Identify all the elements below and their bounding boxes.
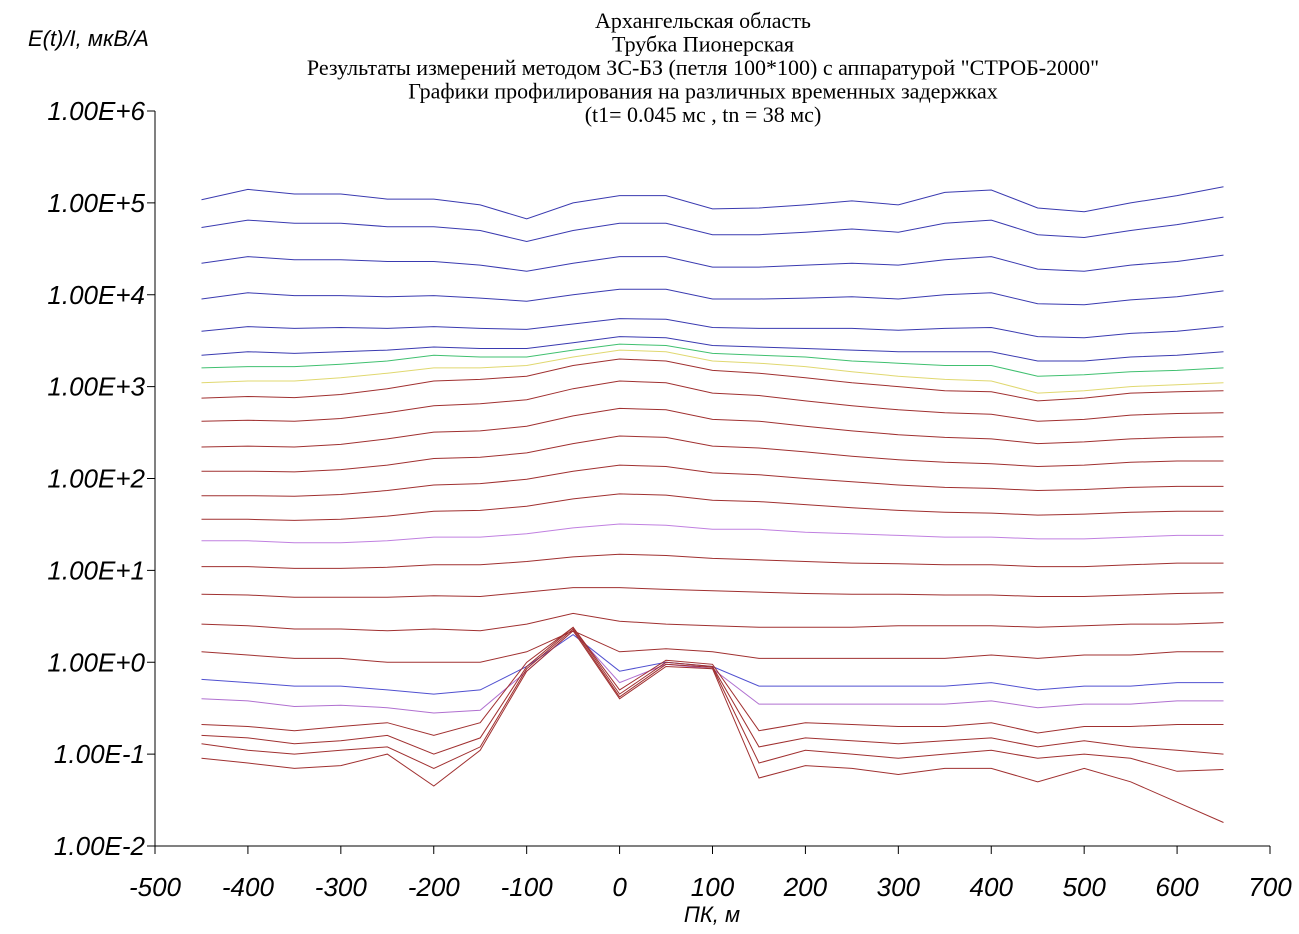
x-tick-label: -500 (129, 872, 182, 902)
series-line (201, 186, 1224, 220)
x-tick-label: -300 (315, 872, 368, 902)
y-tick-label: 1.00E+3 (47, 372, 145, 402)
x-tick-label: 0 (612, 872, 627, 902)
x-tick-label: 500 (1062, 872, 1106, 902)
series-line (201, 630, 1224, 663)
series-line (201, 464, 1224, 497)
x-axis-label: ПК, м (684, 902, 740, 927)
series-line (201, 523, 1224, 544)
y-tick-label: 1.00E+1 (47, 555, 145, 585)
series-line (201, 288, 1224, 306)
y-tick-label: 1.00E+4 (47, 280, 145, 310)
x-tick-label: 200 (783, 872, 828, 902)
series-line (201, 343, 1224, 377)
chart-title: (t1= 0.045 мс , tn = 38 мс) (585, 102, 822, 127)
series-line (201, 553, 1224, 569)
series-line (201, 407, 1224, 448)
chart-title: Результаты измерений методом ЗС-БЗ (петл… (307, 55, 1099, 80)
x-tick-label: -200 (408, 872, 461, 902)
chart-title: Графики профилирования на различных врем… (408, 79, 997, 104)
x-tick-label: 700 (1248, 872, 1292, 902)
y-tick-label: 1.00E-2 (54, 831, 146, 861)
series-line (201, 493, 1224, 521)
series-line (201, 336, 1224, 362)
series-line (201, 630, 1224, 714)
series-line (201, 380, 1224, 422)
series-line (201, 630, 1224, 823)
x-tick-label: 300 (877, 872, 921, 902)
y-tick-label: 1.00E-1 (54, 739, 145, 769)
series-line (201, 626, 1224, 736)
series-line (201, 435, 1224, 473)
x-tick-label: 100 (691, 872, 735, 902)
y-tick-label: 1.00E+5 (47, 188, 145, 218)
series-line (201, 254, 1224, 272)
series-line (201, 612, 1224, 632)
series-line (201, 318, 1224, 339)
chart-title: Архангельская область (595, 8, 811, 33)
series-line (201, 587, 1224, 598)
series-line (201, 626, 1224, 755)
x-tick-label: -400 (222, 872, 275, 902)
x-tick-label: 600 (1155, 872, 1199, 902)
series-line (201, 349, 1224, 394)
y-axis-label: E(t)/I, мкВ/А (28, 26, 149, 51)
y-tick-label: 1.00E+6 (47, 96, 145, 126)
x-tick-label: -100 (501, 872, 554, 902)
y-tick-label: 1.00E+0 (47, 647, 145, 677)
series-line (201, 358, 1224, 402)
series-line (201, 628, 1224, 772)
y-tick-label: 1.00E+2 (47, 464, 145, 494)
x-tick-label: 400 (970, 872, 1014, 902)
series-line (201, 216, 1224, 243)
chart-title: Трубка Пионерская (612, 32, 794, 57)
